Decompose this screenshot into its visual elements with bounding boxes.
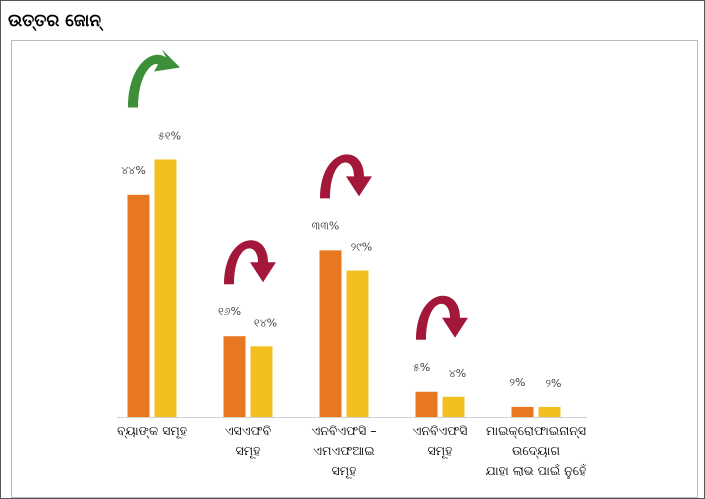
data-label: ୫୧%: [158, 129, 181, 142]
bar: [442, 396, 465, 417]
data-label: ୪୪%: [121, 164, 146, 177]
bar: [538, 406, 561, 417]
category-label: ଏନବିଏଫସି – ଏମଏଫଆଇ ସମୂହ: [289, 421, 399, 481]
bar-chart: ୪୪% ୫୧% ୧୬% ୧୪% ୩୩% ୨୯% ୫% ୪% ୨% ୨%: [117, 49, 587, 418]
category-label-line: ଏନବିଏଫସି: [412, 423, 468, 438]
chart-title: ଉତ୍ତର ଜୋନ୍: [8, 11, 102, 31]
category-label-line: ସମୂହ: [331, 463, 357, 478]
category-label-line: ଏସଏଫବି: [224, 423, 272, 438]
category-label-line: ବ୍ୟାଙ୍କ ସମୂହ: [116, 423, 188, 438]
data-label: ୫%: [413, 361, 430, 374]
data-label: ୨%: [546, 377, 562, 390]
category-label-line: ମାଇକ୍ରୋଫାଇନାନ୍ସ ଉଦ୍ୟୋଗ: [485, 423, 587, 458]
category-label-line: ଯାହା ଲାଭ ପାଇଁ ନୁହେଁ: [485, 463, 587, 478]
category-label-line: ସମୂହ: [427, 443, 453, 458]
bar: [415, 391, 438, 417]
category-label: ଏସଏଫବି ସମୂହ: [193, 421, 303, 461]
data-label: ୨୯%: [351, 241, 372, 254]
data-label: ୧୬%: [218, 305, 241, 318]
bar: [511, 406, 534, 417]
trend-down-arrow-icon: [224, 240, 276, 285]
trend-up-arrow-icon: [128, 49, 180, 108]
data-label: ୩୩%: [312, 219, 340, 232]
bar: [127, 194, 150, 417]
trend-down-arrow-icon: [416, 295, 468, 340]
category-label-line: ସମୂହ: [235, 443, 261, 458]
bar: [346, 270, 369, 417]
bar: [250, 346, 273, 417]
plot-area: ୪୪% ୫୧% ୧୬% ୧୪% ୩୩% ୨୯% ୫% ୪% ୨% ୨% ବ୍ୟାଙ୍କ ସମୂହ ଏ…: [11, 40, 698, 498]
trend-down-arrow-icon: [320, 154, 372, 199]
category-label: ଏନବିଏଫସି ସମୂହ: [385, 421, 495, 461]
bar: [154, 159, 177, 417]
data-label: ୨%: [510, 376, 526, 389]
category-label-line: ଏନବିଏଫସି – ଏମଏଫଆଇ: [311, 423, 377, 458]
category-label: ମାଇକ୍ରୋଫାଇନାନ୍ସ ଉଦ୍ୟୋଗ ଯାହା ଲାଭ ପାଇଁ ନୁହେ…: [481, 421, 591, 481]
data-label: ୪%: [449, 367, 467, 380]
bar: [223, 336, 246, 417]
category-label: ବ୍ୟାଙ୍କ ସମୂହ: [97, 421, 207, 441]
bar: [319, 250, 342, 417]
data-label: ୧୪%: [254, 316, 277, 329]
